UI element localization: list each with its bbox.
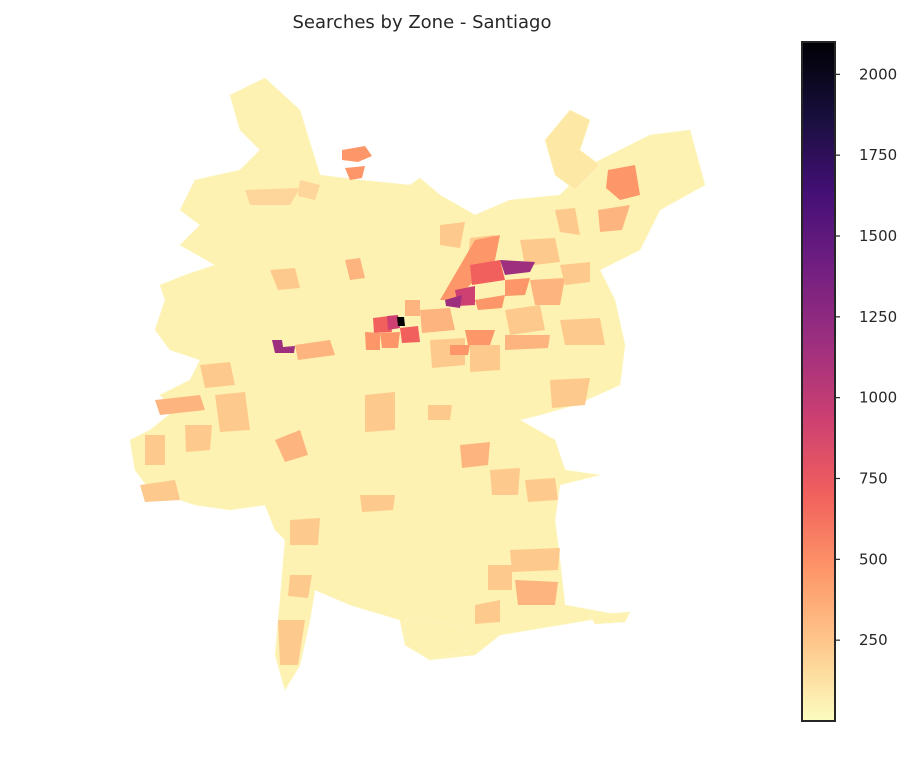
colorbar-tick-label: 1000 [859,389,897,407]
santiago-zone-map [129,77,706,691]
zone-polygon [288,575,312,598]
colorbar: 250 500 750 1000 1250 1500 1750 2000 [801,41,897,722]
zone-polygon [606,165,640,200]
zone-polygon [505,278,530,296]
zone-polygon [200,362,235,388]
zone-polygon [400,326,420,343]
zone-polygon [275,430,308,462]
zone-polygon [525,478,558,502]
colorbar-tick-label: 250 [859,631,888,649]
zone-polygon [298,180,320,200]
zone-polygon [345,166,365,180]
zone-polygon [397,317,405,326]
colorbar-tick-label: 750 [859,470,888,488]
zone-polygon [155,395,205,415]
zone-polygon [365,332,380,350]
colorbar-ticks: 250 500 750 1000 1250 1500 1750 2000 [835,65,897,649]
zone-polygon [460,442,490,468]
zone-polygon [488,565,512,590]
zone-polygon [450,345,470,355]
zone-polygon [428,405,452,420]
zone-polygon [520,238,560,266]
zone-polygon [544,109,601,191]
zone-polygon [465,330,495,345]
zone-polygon [272,340,295,353]
colorbar-tick-label: 2000 [859,65,897,83]
colorbar-tick-label: 1500 [859,227,897,245]
zone-polygon [215,392,250,432]
zone-polygon [404,619,471,661]
zone-polygon [589,611,631,625]
zone-polygon [475,600,500,624]
zone-polygon [345,258,365,280]
zone-polygon [440,235,500,300]
zone-polygon [185,425,212,452]
zone-polygon [270,268,300,290]
zone-polygon [380,332,400,348]
zone-polygon [387,315,400,330]
zone-polygon [500,260,535,275]
colorbar-tick-label: 500 [859,550,888,568]
zone-polygon [598,205,630,232]
zone-polygon [505,305,545,335]
zone-polygon [405,300,420,316]
zone-polygon [365,392,395,432]
zone-polygon [490,468,520,495]
zone-polygon [555,208,580,235]
zone-polygon [550,378,590,408]
zone-polygon [445,295,462,308]
zone-polygon [530,278,565,305]
zone-polygon [505,335,550,350]
zone-polygon [440,222,465,248]
zone-polygon [140,480,180,502]
zone-polygon [420,308,455,333]
zone-polygon [515,580,558,605]
colorbar-gradient-bar [801,41,836,722]
map-zone-patches [140,146,640,665]
zone-polygon [145,435,165,465]
zone-polygon [560,318,605,345]
zone-polygon [278,620,305,665]
colorbar-tick-label: 1750 [859,146,897,164]
zone-polygon [470,345,500,372]
zone-polygon [470,260,505,285]
zone-polygon [342,146,372,162]
zone-polygon [475,295,505,310]
zone-polygon [245,188,300,205]
colorbar-tick-label: 1250 [859,308,897,326]
zone-polygon [560,262,590,285]
zone-polygon [510,548,560,572]
zone-polygon [373,316,392,333]
chart-title: Searches by Zone - Santiago [292,12,552,33]
zone-polygon [290,518,320,545]
zone-polygon [295,340,335,360]
zone-polygon [360,495,395,512]
